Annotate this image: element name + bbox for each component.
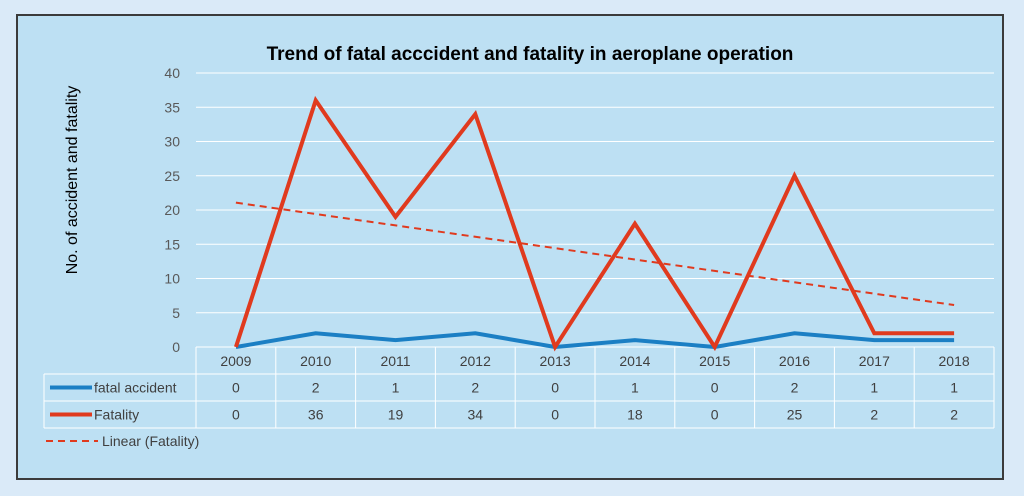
y-tick-label: 40 <box>164 65 180 81</box>
trendline-fatality <box>235 201 955 307</box>
data-table-cell: 0 <box>232 407 240 423</box>
data-table-cell: 1 <box>950 380 958 396</box>
x-tick-label: 2014 <box>619 353 650 369</box>
data-table-cell: 1 <box>870 380 878 396</box>
x-tick-label: 2010 <box>300 353 331 369</box>
x-tick-label: 2016 <box>779 353 810 369</box>
x-tick-label: 2012 <box>460 353 491 369</box>
line-chart: Trend of fatal acccident and fatality in… <box>43 44 995 449</box>
data-table-cell: 18 <box>627 407 643 423</box>
y-tick-labels: 0 5 10 15 20 25 30 35 40 <box>164 65 180 355</box>
y-tick-label: 5 <box>172 305 180 321</box>
y-tick-label: 35 <box>164 99 180 115</box>
chart-title: Trend of fatal acccident and fatality in… <box>267 44 794 65</box>
data-table-cell: 2 <box>791 380 799 396</box>
data-table-cell: 25 <box>787 407 803 423</box>
data-table-cell: 19 <box>388 407 404 423</box>
x-tick-label: 2011 <box>380 353 410 369</box>
x-tick-label: 2013 <box>540 353 571 369</box>
data-table-cell: 2 <box>870 407 878 423</box>
x-tick-label: 2018 <box>939 353 970 369</box>
y-axis-label: No. of accident and fatality <box>64 86 81 275</box>
legend-label: Fatality <box>94 407 139 423</box>
data-table-cell: 0 <box>232 380 240 396</box>
data-table-cell: 2 <box>950 407 958 423</box>
data-table-cell: 1 <box>631 380 639 396</box>
x-tick-label: 2015 <box>699 353 730 369</box>
data-table-cell: 1 <box>392 380 400 396</box>
legend-label: fatal accident <box>94 380 177 396</box>
y-tick-label: 30 <box>164 134 180 150</box>
gridlines <box>196 72 994 348</box>
x-tick-label: 2017 <box>859 353 890 369</box>
x-tick-label: 2009 <box>220 353 251 369</box>
data-table-cell: 2 <box>312 380 320 396</box>
y-tick-label: 20 <box>164 202 180 218</box>
data-table-cell: 36 <box>308 407 324 423</box>
y-tick-label: 10 <box>164 271 180 287</box>
y-tick-label: 0 <box>172 339 180 355</box>
data-table-cell: 2 <box>471 380 479 396</box>
y-tick-label: 15 <box>164 236 180 252</box>
series-line-fatal-accident <box>235 331 955 350</box>
series-line-fatality <box>233 95 955 352</box>
series-lines <box>233 95 955 352</box>
trendline-legend-label: Linear (Fatality) <box>102 433 199 449</box>
data-table-cell: 0 <box>711 407 719 423</box>
data-table: 2009 2010 2011 2012 2013 2014 2015 2016 2017 2018… <box>43 346 995 449</box>
data-table-cell: 0 <box>551 407 559 423</box>
data-table-cell: 0 <box>711 380 719 396</box>
y-tick-label: 25 <box>164 168 180 184</box>
data-table-cell: 34 <box>468 407 484 423</box>
chart-frame: Trend of fatal acccident and fatality in… <box>16 14 1004 480</box>
data-table-cell: 0 <box>551 380 559 396</box>
